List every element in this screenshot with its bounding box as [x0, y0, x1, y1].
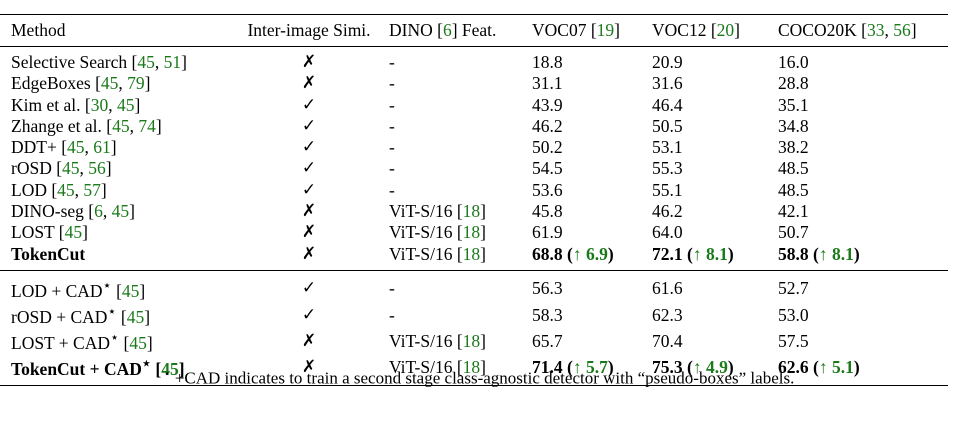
results-table-container: Method Inter-image Simi. DINO [6] Feat. …: [0, 14, 948, 386]
table-row: rOSD + CAD⋆ [45] ✓ - 58.3 62.3 53.0: [11, 304, 809, 327]
citation-link[interactable]: 18: [462, 356, 481, 377]
header-voc12: VOC12 [20]: [652, 20, 740, 40]
citation-link[interactable]: 51: [163, 52, 182, 72]
citation-link[interactable]: 19: [596, 20, 615, 40]
citation-link[interactable]: 45: [64, 222, 83, 243]
table-footnote: ⋆ +CAD indicates to train a second stage…: [0, 367, 958, 389]
table-row: DDT+ [45, 61] ✓ - 50.2 53.1 38.2: [11, 137, 809, 158]
citation-link[interactable]: 45: [100, 73, 119, 94]
inter-image-mark: ✓: [301, 304, 317, 325]
citation-link[interactable]: 45: [67, 137, 85, 158]
header-row: Method Inter-image Simi. DINO [6] Feat. …: [0, 14, 948, 47]
method-name-tokencut: TokenCut: [11, 243, 86, 264]
citation-link[interactable]: 45: [161, 359, 179, 380]
header-inter-image: Inter-image Simi.: [247, 20, 371, 40]
inter-image-mark: ✓: [301, 137, 317, 158]
gain-value: ↑ 8.1: [692, 243, 728, 264]
inter-image-mark: ✓: [301, 278, 317, 299]
inter-image-mark: ✗: [301, 356, 317, 377]
citation-link[interactable]: 18: [462, 222, 481, 243]
citation-link[interactable]: 56: [88, 158, 106, 179]
gain-value: ↑ 4.9: [692, 356, 728, 377]
header-method: Method: [0, 14, 229, 47]
citation-link[interactable]: 57: [83, 179, 101, 200]
group2-body: LOD + CAD⋆ [45] ✓ - 56.3 61.6 52.7 rOSD …: [0, 270, 948, 386]
table-row: LOD [45, 57] ✓ - 53.6 55.1 48.5: [11, 179, 809, 200]
gain-value: ↑ 5.7: [572, 356, 608, 377]
table-row: LOST [45] ✗ ViT-S/16 [18] 61.9 64.0 50.7: [11, 222, 809, 243]
citation-link[interactable]: 33: [866, 20, 885, 40]
table-row: Selective Search [45, 51] ✗ - 18.8 20.9 …: [0, 46, 948, 74]
inter-image-mark: ✗: [301, 201, 317, 222]
table-row: Kim et al. [30, 45] ✓ - 43.9 46.4 35.1: [11, 94, 809, 115]
citation-link[interactable]: 74: [138, 115, 156, 136]
table-row: rOSD [45, 56] ✓ - 54.5 55.3 48.5: [11, 158, 809, 179]
citation-link[interactable]: 45: [62, 158, 80, 179]
citation-link[interactable]: 79: [127, 73, 145, 94]
inter-image-mark: ✗: [301, 330, 317, 351]
table-row: Zhange et al. [45, 74] ✓ - 46.2 50.5 34.…: [11, 115, 809, 136]
group1-body: Selective Search [45, 51] ✗ - 18.8 20.9 …: [0, 46, 948, 271]
header-coco20k: COCO20K [33, 56]: [778, 20, 917, 40]
table-row: EdgeBoxes [45, 79] ✗ - 31.1 31.6 28.8: [11, 73, 809, 94]
citation-link[interactable]: 45: [137, 52, 155, 72]
footnote-text: +CAD indicates to train a second stage c…: [170, 368, 795, 388]
inter-image-mark: ✓: [301, 158, 317, 179]
citation-link[interactable]: 45: [57, 179, 75, 200]
table-row: LOD + CAD⋆ [45] ✓ - 56.3 61.6 52.7: [0, 270, 948, 302]
inter-image-mark: ✓: [301, 94, 317, 115]
inter-image-mark: ✗: [301, 73, 317, 94]
table-row-tokencut: TokenCut ✗ ViT-S/16 [18] 68.8 (↑ 6.9) 72…: [0, 244, 948, 271]
footnote-star: ⋆: [163, 368, 171, 380]
gain-value: ↑ 8.1: [818, 243, 854, 264]
inter-image-mark: ✗: [301, 222, 317, 243]
inter-image-mark: ✓: [301, 179, 317, 200]
table-row: DINO-seg [6, 45] ✗ ViT-S/16 [18] 45.8 46…: [11, 201, 809, 222]
citation-link[interactable]: 6: [94, 201, 103, 222]
citation-link[interactable]: 45: [112, 115, 130, 136]
gain-value: ↑ 6.9: [572, 243, 608, 264]
inter-image-mark: ✗: [301, 243, 317, 264]
citation-link[interactable]: 61: [93, 137, 111, 158]
citation-link[interactable]: 45: [129, 333, 147, 354]
citation-link[interactable]: 30: [90, 94, 109, 115]
table-row: LOST + CAD⋆ [45] ✗ ViT-S/16 [18] 65.7 70…: [11, 330, 809, 354]
citation-link[interactable]: 20: [716, 20, 735, 40]
table-row-tokencut-cad: TokenCut + CAD⋆ [45] ✗ ViT-S/16 [18] 71.…: [0, 354, 948, 386]
citation-link[interactable]: 45: [111, 201, 130, 222]
citation-link[interactable]: 45: [121, 280, 140, 301]
citation-link[interactable]: 45: [116, 94, 135, 115]
citation-link[interactable]: 45: [126, 306, 145, 327]
citation-link[interactable]: 6: [442, 20, 452, 40]
citation-link[interactable]: 18: [462, 330, 481, 351]
citation-link[interactable]: 18: [462, 243, 481, 264]
citation-link[interactable]: 56: [893, 20, 911, 40]
citation-link[interactable]: 18: [462, 201, 481, 222]
inter-image-mark: ✗: [301, 52, 317, 72]
header-dino: DINO [6] Feat.: [389, 20, 497, 40]
gain-value: ↑ 5.1: [818, 356, 854, 377]
inter-image-mark: ✓: [301, 115, 317, 136]
results-table: Method Inter-image Simi. DINO [6] Feat. …: [0, 14, 948, 386]
header-voc07: VOC07 [19]: [532, 20, 620, 40]
